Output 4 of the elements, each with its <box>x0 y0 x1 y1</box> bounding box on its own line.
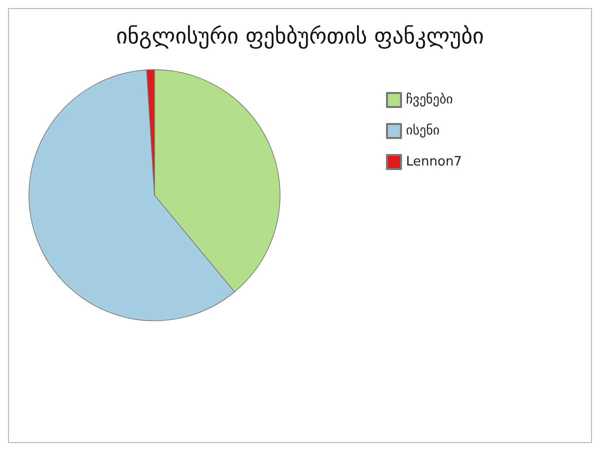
legend-label: ჩვენები <box>406 92 454 108</box>
legend-label: ისენი <box>406 124 440 138</box>
chart-title: ინგლისური ფეხბურთის ფანკლუბი <box>116 24 484 50</box>
legend-label: Lennon7 <box>406 154 462 170</box>
